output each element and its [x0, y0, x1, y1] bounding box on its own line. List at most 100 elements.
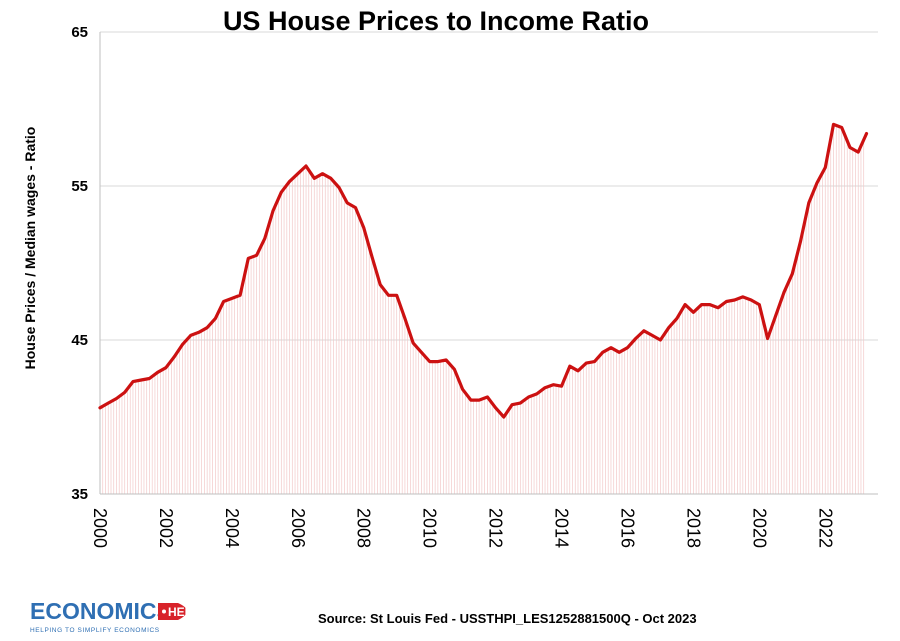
data-point [510, 403, 514, 406]
data-point [667, 326, 670, 329]
data-point [568, 364, 571, 368]
y-tick-label: 45 [71, 332, 88, 349]
data-point [601, 351, 604, 354]
data-point [527, 395, 530, 399]
data-point [411, 341, 415, 345]
data-point [329, 177, 332, 180]
data-point [857, 150, 860, 154]
data-point [799, 240, 802, 243]
data-point [288, 180, 291, 183]
data-point [535, 392, 539, 396]
data-point [659, 338, 662, 342]
data-point [280, 190, 283, 194]
data-point [362, 226, 365, 229]
data-point [271, 209, 275, 212]
x-tick-label: 2020 [749, 508, 769, 548]
data-point [477, 398, 481, 402]
data-point [543, 386, 547, 389]
data-point [700, 303, 703, 306]
data-point [692, 311, 695, 314]
data-point [815, 181, 819, 185]
gridlines [100, 31, 878, 495]
area-hatch [99, 124, 865, 494]
data-point [840, 126, 843, 129]
logo-badge-text: HELP [168, 605, 200, 619]
data-point [107, 401, 110, 405]
data-point [304, 164, 308, 168]
data-point [824, 166, 827, 169]
data-point [214, 317, 217, 320]
data-point [848, 146, 852, 149]
data-point [832, 123, 835, 126]
data-point [172, 355, 176, 359]
data-point [131, 380, 135, 383]
data-point [716, 306, 720, 309]
data-point [98, 406, 102, 409]
series-points [98, 123, 868, 419]
economics-help-logo: ECONOMICS HELP HELPING TO SIMPLIFY ECONO… [30, 598, 200, 634]
series-lines [98, 122, 869, 419]
data-point [164, 366, 168, 369]
x-tick-label: 2008 [354, 508, 374, 548]
data-point [650, 334, 654, 337]
data-point [395, 294, 398, 297]
data-point [238, 294, 242, 297]
data-point [725, 300, 728, 303]
data-point [519, 401, 522, 405]
data-point [494, 406, 497, 409]
data-point [436, 360, 440, 363]
data-point [453, 368, 456, 371]
x-tick-labels: 2000 2002 2004 2006 2008 2010 2012 2014 2016 2018… [90, 508, 835, 548]
y-tick-label: 55 [71, 178, 88, 195]
data-point [387, 294, 390, 297]
source-note: Source: St Louis Fed - USSTHPI_LES125288… [318, 611, 697, 626]
y-tick-labels: 35 45 55 65 [71, 24, 88, 503]
data-point [247, 257, 250, 260]
logo-wordmark: ECONOMICS [30, 598, 172, 624]
data-point [634, 337, 637, 340]
data-point [263, 237, 267, 240]
data-point [560, 385, 563, 388]
data-point [230, 297, 234, 300]
data-point [618, 351, 621, 354]
data-point [774, 314, 778, 317]
x-tick-label: 2006 [288, 508, 308, 548]
x-tick-label: 2016 [617, 508, 637, 548]
data-point [321, 172, 324, 175]
data-point [675, 317, 679, 320]
data-point [758, 303, 761, 306]
data-point [552, 383, 555, 386]
data-point [115, 397, 118, 400]
series-line [98, 122, 869, 419]
x-tick-label: 2010 [420, 508, 440, 548]
x-tick-label: 2018 [683, 508, 703, 548]
x-tick-label: 2012 [486, 508, 506, 548]
data-point [741, 295, 745, 299]
x-tick-label: 2022 [815, 508, 835, 548]
logo-badge-dot [162, 609, 166, 614]
data-point [585, 361, 588, 365]
logo-badge-shape [158, 603, 187, 620]
data-point [197, 331, 201, 334]
y-tick-label: 35 [71, 486, 88, 503]
data-point [403, 317, 407, 320]
data-point [140, 378, 143, 382]
data-point [593, 360, 596, 363]
data-point [354, 206, 357, 209]
data-point [683, 303, 687, 306]
data-point [486, 395, 489, 399]
x-tick-label: 2000 [90, 508, 110, 548]
data-point [807, 201, 810, 205]
data-point [296, 172, 299, 175]
data-point [708, 303, 712, 306]
data-point [576, 369, 580, 372]
x-tick-label: 2004 [222, 508, 242, 548]
data-point [865, 132, 868, 135]
data-point [609, 346, 613, 349]
x-tick-label: 2014 [552, 508, 572, 548]
data-point [782, 291, 786, 294]
data-point [189, 334, 192, 337]
data-point [733, 298, 736, 302]
data-point [222, 300, 225, 303]
